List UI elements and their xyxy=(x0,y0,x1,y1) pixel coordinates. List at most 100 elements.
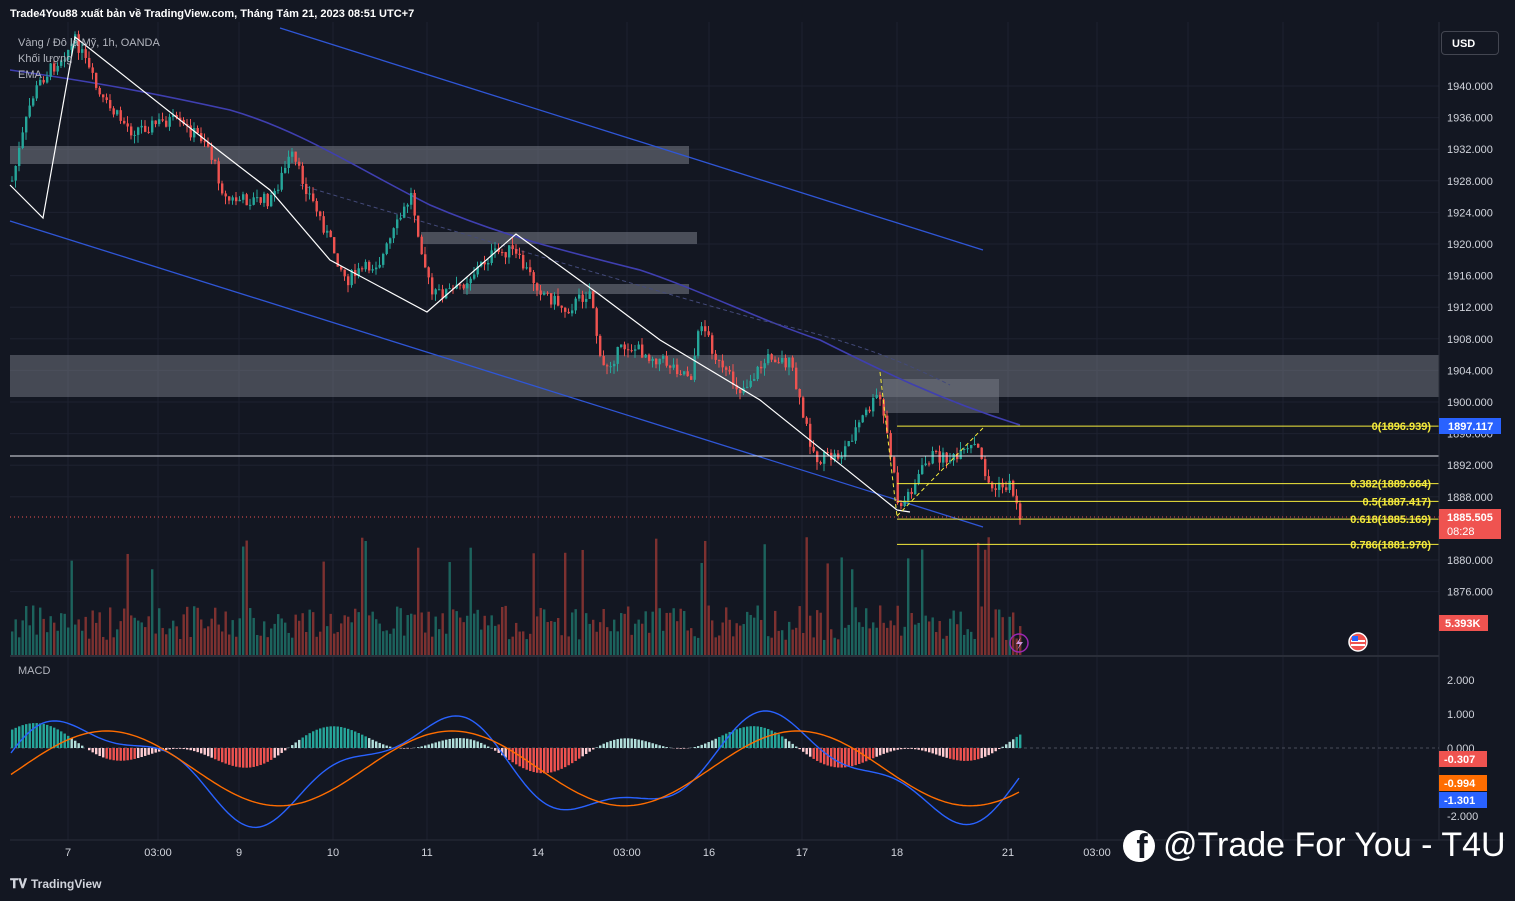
time-tick-label: 03:00 xyxy=(1083,847,1111,859)
macd-hist-bar xyxy=(886,748,889,753)
volume-bar xyxy=(210,618,213,655)
fibonacci-retracement[interactable]: 0(1896.939) 0.382(1889.664) 0.5(1887.417) 0… xyxy=(897,421,1439,551)
macd-hist-bar xyxy=(812,748,815,759)
volume-bar xyxy=(84,616,87,655)
volume-bar xyxy=(942,638,945,655)
macd-hist-bar xyxy=(280,748,283,753)
macd-hist-bar xyxy=(298,739,301,748)
volume-bar xyxy=(420,612,423,655)
volume-bar xyxy=(896,605,899,655)
volume-bar xyxy=(683,611,686,655)
macd-hist-bar xyxy=(469,739,472,748)
candle-body xyxy=(49,63,52,77)
macd-hist-bar xyxy=(182,748,185,750)
volume-bar xyxy=(32,605,35,655)
zone-1920 xyxy=(421,232,697,244)
time-tick-label: 10 xyxy=(327,847,339,859)
candle-body xyxy=(291,151,294,157)
candle-body xyxy=(112,108,115,115)
volume-bar xyxy=(956,624,959,655)
currency-button[interactable]: USD xyxy=(1441,31,1499,55)
macd-hist-bar xyxy=(109,748,112,760)
candle-body xyxy=(630,350,633,352)
lightning-icon[interactable] xyxy=(1009,633,1029,653)
legend-volume[interactable]: Khối lượng xyxy=(18,53,73,65)
volume-bar xyxy=(676,621,679,655)
macd-title[interactable]: MACD xyxy=(18,665,51,677)
volume-bar xyxy=(595,631,598,655)
candle-body xyxy=(592,291,595,309)
macd-hist-bar xyxy=(266,748,269,762)
macd-hist-bar xyxy=(424,745,427,748)
price-candles[interactable] xyxy=(11,30,1022,525)
volume-bar xyxy=(340,623,343,655)
volume-bar xyxy=(483,615,486,655)
volume-bar xyxy=(67,627,70,655)
volume-bar xyxy=(707,605,710,655)
zigzag-line[interactable] xyxy=(9,35,898,511)
macd-hist-bar xyxy=(382,744,385,748)
channel-lower-line[interactable] xyxy=(9,220,984,528)
candle-body xyxy=(805,417,808,424)
volume-bar xyxy=(14,619,17,655)
macd-hist-bar xyxy=(175,748,178,749)
macd-hist-bar xyxy=(490,748,493,749)
macd-hist-bar xyxy=(508,748,511,760)
macd-hist-bar xyxy=(732,730,735,748)
volume-bar xyxy=(581,549,584,655)
macd-hist-bar xyxy=(977,748,980,760)
volume-bar xyxy=(602,608,605,655)
candle-body xyxy=(175,114,178,118)
volume-bar xyxy=(644,611,647,655)
macd-hist-bar xyxy=(214,748,217,760)
macd-hist-bar xyxy=(532,748,535,773)
us-flag-icon[interactable] xyxy=(1348,632,1368,652)
signal-line[interactable] xyxy=(10,730,1020,807)
macd-hist-bar xyxy=(165,748,168,750)
macd-hist-bar xyxy=(900,748,903,750)
macd-hist-bar xyxy=(291,745,294,748)
candle-body xyxy=(784,357,787,368)
macd-hist-bar xyxy=(123,748,126,761)
volume-bar xyxy=(389,633,392,655)
volume-bar xyxy=(487,625,490,655)
volume-bar xyxy=(760,619,763,655)
zone-1903 xyxy=(10,355,1439,397)
time-axis[interactable]: 7 03:00 9 10 11 14 03:00 16 17 18 21 03:00 xyxy=(65,847,1111,859)
volume-bar xyxy=(613,619,616,655)
candle-body xyxy=(235,197,238,202)
macd-hist-bar xyxy=(865,748,868,762)
macd-hist-bar xyxy=(756,726,759,748)
candle-body xyxy=(623,344,626,350)
macd-hist-bar xyxy=(245,748,248,768)
candle-body xyxy=(168,116,171,127)
candle-body xyxy=(1001,482,1004,488)
candle-body xyxy=(634,349,637,351)
volume-bar xyxy=(431,636,434,655)
legend-symbol[interactable]: Vàng / Đô la Mỹ, 1h, OANDA xyxy=(18,37,160,49)
candle-body xyxy=(718,359,721,361)
candle-body xyxy=(448,288,451,290)
macd-hist-bar xyxy=(970,748,973,761)
price-axis[interactable]: 1940.000 1936.000 1932.000 1928.000 1924.000… xyxy=(1447,81,1493,599)
candle-body xyxy=(889,433,892,458)
candle-body xyxy=(588,291,591,299)
channel-upper-line[interactable] xyxy=(279,27,984,251)
candle-body xyxy=(441,289,444,299)
macd-hist-bar xyxy=(774,732,777,748)
macd-hist-bar xyxy=(938,748,941,756)
volume-bar xyxy=(798,606,801,655)
time-tick-label: 7 xyxy=(65,847,71,859)
legend-ema[interactable]: EMA xyxy=(18,69,42,81)
volume-bar xyxy=(994,609,997,655)
macd-hist-bar xyxy=(70,738,73,748)
macd-line[interactable] xyxy=(10,710,1020,829)
macd-hist-bar xyxy=(238,748,241,768)
volume-bar xyxy=(144,627,147,655)
candle-body xyxy=(210,146,213,160)
volume-bar xyxy=(39,607,42,655)
ema-line[interactable] xyxy=(9,69,1021,426)
volume-bar xyxy=(60,613,63,655)
tradingview-logo[interactable]: 𝐓𝐕 TradingView xyxy=(10,876,101,892)
